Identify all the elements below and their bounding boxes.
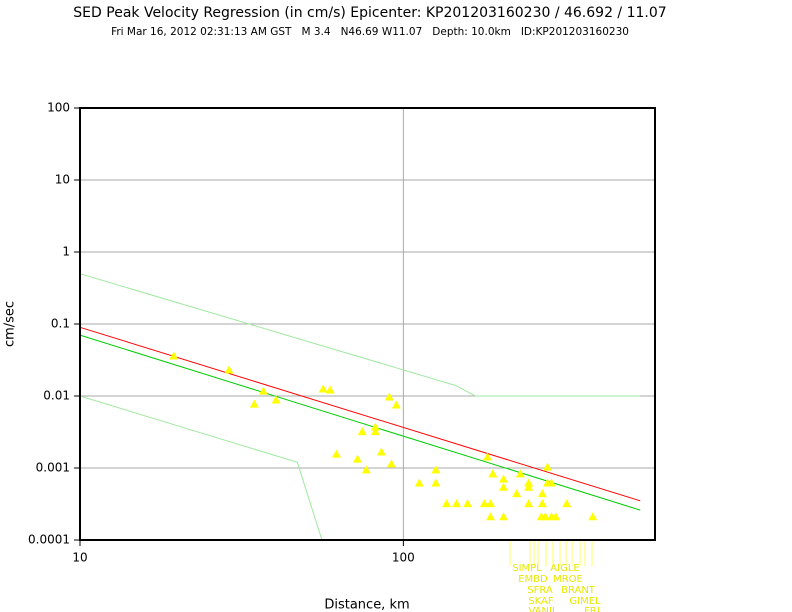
station-label: BRANT	[561, 585, 596, 596]
y-tick-label: 0.001	[36, 461, 70, 475]
y-tick-label: 1	[62, 245, 70, 259]
data-point	[588, 512, 598, 521]
chart-title: SED Peak Velocity Regression (in cm/s) E…	[73, 5, 666, 21]
data-point	[370, 427, 380, 436]
regression-line	[79, 273, 641, 397]
y-tick-label: 10	[55, 173, 70, 187]
data-point	[537, 499, 547, 508]
station-label: EMBD	[518, 574, 548, 585]
station-label: SKAF	[528, 596, 554, 607]
data-point	[414, 478, 424, 487]
y-tick-label: 100	[47, 101, 70, 115]
data-point	[357, 427, 367, 436]
data-point	[536, 512, 546, 521]
data-point	[551, 512, 561, 521]
data-point	[524, 499, 534, 508]
y-tick-label: 0.01	[43, 389, 70, 403]
x-tick-label: 100	[392, 551, 415, 565]
data-point	[452, 499, 462, 508]
data-point	[352, 454, 362, 463]
data-point	[488, 469, 498, 478]
data-point	[384, 392, 394, 401]
data-point	[361, 465, 371, 474]
data-point	[442, 499, 452, 508]
x-tick-label: 10	[72, 551, 87, 565]
station-label: AIGLE	[550, 563, 579, 574]
data-point	[463, 499, 473, 508]
data-point	[515, 469, 525, 478]
y-tick-label: 0.0001	[28, 533, 70, 547]
x-axis-label: Distance, km	[324, 598, 409, 612]
regression-line	[79, 395, 323, 541]
station-label: SFRA	[527, 585, 553, 596]
regression-line	[79, 334, 641, 511]
y-tick-label: 0.1	[51, 317, 70, 331]
chart-subtitle: Fri Mar 16, 2012 02:31:13 AM GST M 3.4 N…	[111, 26, 629, 38]
data-point	[486, 499, 496, 508]
data-point	[169, 351, 179, 360]
data-point	[249, 399, 259, 408]
data-point	[562, 499, 572, 508]
data-point	[524, 482, 534, 491]
data-point	[376, 447, 386, 456]
data-point	[370, 422, 380, 431]
station-label: VANIL	[528, 606, 557, 612]
data-point	[542, 462, 552, 471]
station-label: MROE	[553, 574, 583, 585]
data-point	[431, 465, 441, 474]
data-point	[318, 384, 328, 393]
data-point	[482, 452, 492, 461]
data-point	[479, 499, 489, 508]
data-point	[325, 385, 335, 394]
data-point	[386, 459, 396, 468]
data-point	[512, 489, 522, 498]
data-point	[331, 449, 341, 458]
data-point	[486, 512, 496, 521]
data-point	[391, 400, 401, 409]
y-axis-label: cm/sec	[3, 301, 18, 347]
data-point	[537, 489, 547, 498]
data-point	[498, 474, 508, 483]
data-point	[546, 478, 556, 487]
station-label: SIMPL	[512, 563, 542, 574]
data-point	[258, 386, 268, 395]
data-point	[271, 395, 281, 404]
plot-frame	[79, 107, 656, 541]
regression-line	[79, 326, 641, 502]
station-label: GIMEL	[569, 596, 601, 607]
station-label: FRI	[584, 606, 600, 612]
data-point	[498, 482, 508, 491]
data-point	[498, 512, 508, 521]
data-point	[524, 478, 534, 487]
data-point	[431, 478, 441, 487]
data-point	[224, 365, 234, 374]
